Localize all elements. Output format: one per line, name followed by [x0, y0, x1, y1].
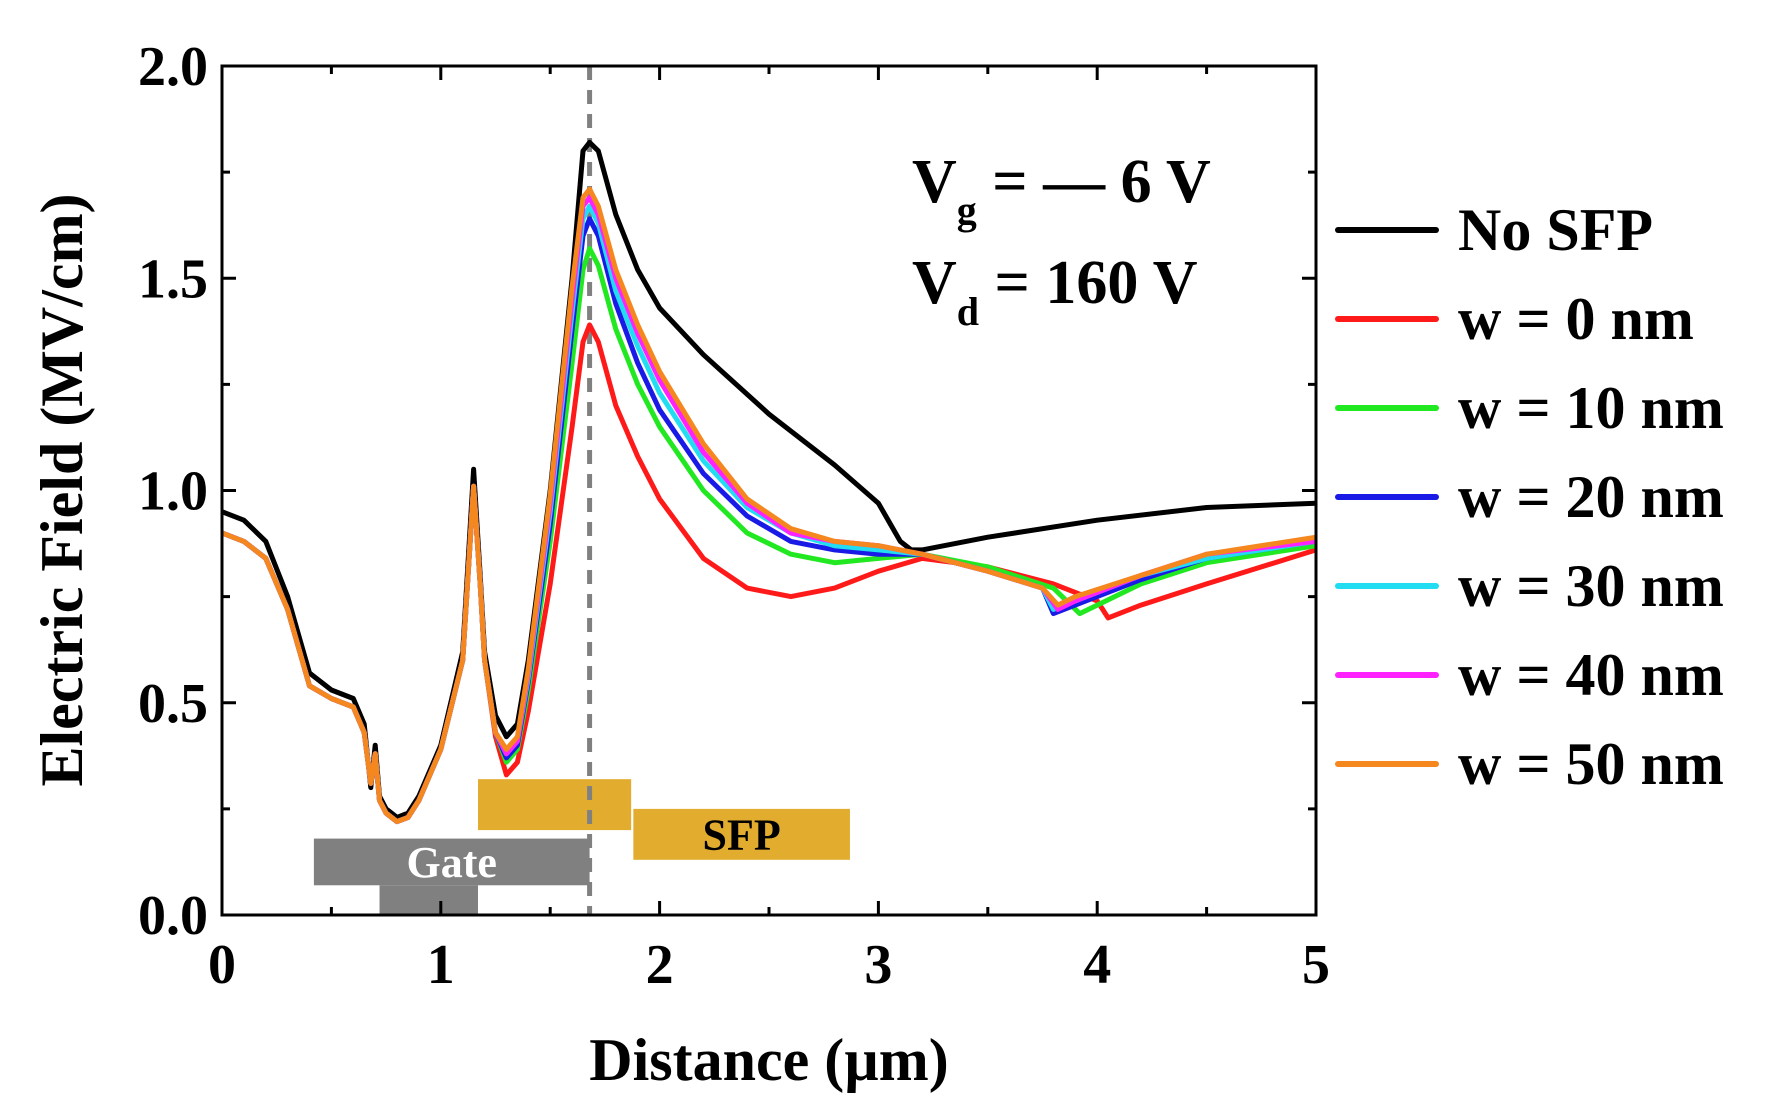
- structure-block-sfp: [633, 808, 850, 860]
- y-tick-label: 1.5: [138, 248, 208, 310]
- legend-label-w-0-nm: w = 0 nm: [1458, 286, 1694, 352]
- y-tick-label: 1.0: [138, 461, 208, 523]
- vg-annotation: Vg = — 6 V: [912, 148, 1211, 233]
- series-line-no-sfp: [222, 139, 1316, 820]
- y-tick-label: 0.0: [138, 885, 208, 947]
- vd-annotation: Vd = 160 V: [912, 249, 1198, 334]
- x-tick-label: 2: [646, 934, 674, 996]
- series-line-w-10-nm: [222, 246, 1316, 825]
- structure-block-gate: [313, 838, 590, 886]
- structure-block-2: [477, 779, 632, 831]
- y-tick-label: 0.5: [138, 673, 208, 735]
- structure-block-1: [379, 885, 478, 915]
- series-line-w-50-nm: [222, 186, 1316, 825]
- legend-label-no-sfp: No SFP: [1458, 197, 1653, 263]
- structure-label-gate: Gate: [407, 838, 497, 887]
- x-tick-label: 1: [427, 934, 455, 996]
- x-tick-label: 0: [208, 934, 236, 996]
- legend-label-w-40-nm: w = 40 nm: [1458, 642, 1724, 708]
- x-axis-title: Distance (µm): [589, 1027, 948, 1093]
- legend-label-w-30-nm: w = 30 nm: [1458, 553, 1724, 619]
- y-tick-label: 2.0: [138, 36, 208, 98]
- x-tick-label: 5: [1302, 934, 1330, 996]
- x-tick-label: 3: [864, 934, 892, 996]
- x-tick-label: 4: [1083, 934, 1111, 996]
- y-axis-title: Electric Field (MV/cm): [29, 193, 95, 786]
- legend-label-w-20-nm: w = 20 nm: [1458, 464, 1724, 530]
- structure-label-sfp: SFP: [703, 810, 781, 859]
- legend-label-w-50-nm: w = 50 nm: [1458, 731, 1724, 797]
- legend-label-w-10-nm: w = 10 nm: [1458, 375, 1724, 441]
